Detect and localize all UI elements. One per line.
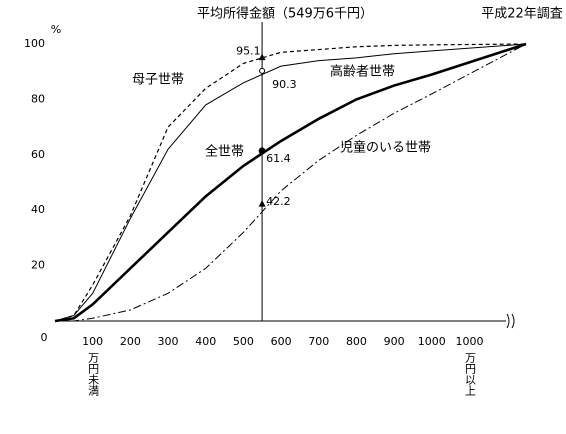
y-tick-label: 40 [31, 203, 45, 216]
mean-marker [258, 53, 266, 61]
mean-value-label: 61.4 [266, 152, 291, 165]
x-tick-label: 300 [158, 335, 179, 348]
series-line [54, 42, 527, 323]
x-tick-label: 400 [195, 335, 216, 348]
x-tick-label: 1000 [418, 335, 446, 348]
survey-note: 平成22年調査 [481, 7, 563, 22]
y-tick-label: 60 [31, 148, 45, 161]
x-tick-label: 500 [233, 335, 254, 348]
series-label: 児童のいる世帯 [340, 140, 431, 156]
series-line [54, 43, 527, 322]
y-tick-label: 0 [41, 331, 48, 344]
series-line [54, 43, 527, 322]
series-label: 高齢者世帯 [330, 64, 395, 80]
series-line [55, 43, 527, 322]
x-note: 万円未満 [87, 352, 100, 397]
x-tick-label: 800 [346, 335, 367, 348]
x-tick-label: 1000 [455, 335, 483, 348]
x-tick-label: 100 [82, 335, 103, 348]
mean-value-label: 90.3 [272, 78, 297, 91]
series-label: 全世帯 [205, 144, 244, 160]
x-tick-label: 900 [384, 335, 405, 348]
mean-marker [258, 200, 266, 207]
x-note: 万円以上 [463, 352, 476, 396]
y-tick-label: 20 [31, 259, 45, 272]
x-tick-label: 600 [271, 335, 292, 348]
x-tick-label: 700 [308, 335, 329, 348]
y-tick-label: 100 [24, 37, 45, 50]
mean-marker [259, 67, 266, 74]
chart-title: 平均所得金額（549万6千円） [197, 6, 373, 22]
mean-value-label: 95.1 [236, 45, 261, 58]
x-tick-label: 200 [120, 335, 141, 348]
mean-marker [258, 147, 266, 155]
series-label: 母子世帯 [132, 73, 184, 88]
y-tick-label: 80 [31, 92, 45, 105]
axis-break [506, 313, 515, 329]
y-unit: % [51, 23, 61, 36]
mean-value-label: 42.2 [266, 195, 291, 208]
